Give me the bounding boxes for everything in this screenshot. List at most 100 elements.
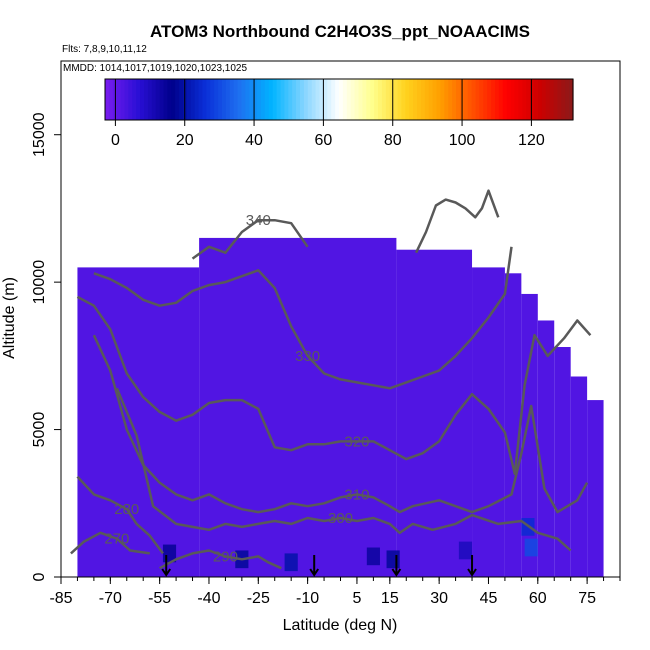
colorbar-band	[393, 79, 399, 120]
colorbar-band	[245, 79, 250, 120]
colorbar-band	[526, 79, 531, 120]
colorbar-band	[483, 79, 488, 120]
colorbar: 0 20 40 60 80 100 120	[104, 78, 574, 149]
colorbar-band	[530, 79, 535, 120]
colorbar-band	[303, 79, 309, 120]
x-tick-label: 75	[578, 590, 596, 607]
x-tick-label: -40	[197, 590, 220, 607]
colorbar-band	[362, 79, 367, 120]
colorbar-band	[323, 79, 328, 120]
colorbar-band	[424, 79, 430, 120]
colorbar-band	[210, 79, 215, 120]
flight-markers	[161, 555, 477, 577]
dates-label: MMDD: 1014,1017,1019,1020,1023,1025	[63, 63, 247, 74]
colorbar-band	[132, 79, 137, 120]
heatmap-cell-high	[366, 547, 380, 566]
x-tick-label: -55	[148, 590, 171, 607]
colorbar-band	[237, 79, 243, 120]
theta-contour-line	[115, 387, 572, 552]
colorbar-band	[335, 79, 340, 120]
y-axis: 0 5000 10000 15000	[31, 61, 62, 581]
colorbar-band	[264, 79, 270, 120]
colorbar-band	[194, 79, 200, 120]
theta-contour-line	[191, 218, 309, 260]
colorbar-band	[498, 79, 504, 120]
colorbar-band	[467, 79, 473, 120]
colorbar-band	[288, 79, 293, 120]
colorbar-band	[179, 79, 184, 120]
heatmap-cell	[554, 347, 571, 577]
colorbar-band	[268, 79, 274, 120]
y-tick-label: 5000	[31, 412, 48, 448]
colorbar-band	[311, 79, 317, 120]
colorbar-band	[292, 79, 297, 120]
colorbar-band	[487, 79, 492, 120]
colorbar-band	[569, 79, 574, 120]
colorbar-band	[534, 79, 539, 120]
colorbar-band	[151, 79, 157, 120]
colorbar-tick-label: 120	[518, 132, 545, 149]
flight-marker-arrow	[161, 555, 172, 577]
colorbar-band	[358, 79, 363, 120]
colorbar-band	[506, 79, 512, 120]
colorbar-tick-label: 60	[315, 132, 333, 149]
colorbar-band	[545, 79, 551, 120]
x-tick-label: 45	[480, 590, 498, 607]
colorbar-band	[475, 79, 480, 120]
heatmap-cell-high	[284, 553, 298, 572]
colorbar-band	[417, 79, 422, 120]
x-tick-label: 30	[430, 590, 448, 607]
colorbar-band	[120, 79, 126, 120]
colorbar-band	[331, 79, 336, 120]
colorbar-band	[171, 79, 176, 120]
flight-marker-arrow	[467, 555, 477, 577]
colorbar-band	[206, 79, 211, 120]
colorbar-band	[452, 79, 457, 120]
flights-label: Flts: 7,8,9,10,11,12	[62, 44, 147, 55]
colorbar-band	[502, 79, 508, 120]
colorbar-band	[370, 79, 375, 120]
theta-contour-line	[76, 295, 592, 476]
colorbar-band	[190, 79, 196, 120]
colorbar-band	[448, 79, 453, 120]
colorbar-band	[510, 79, 516, 120]
colorbar-band	[147, 79, 153, 120]
colorbar-band	[420, 79, 426, 120]
heatmap-cell	[504, 273, 522, 577]
colorbar-band	[202, 79, 207, 120]
colorbar-tick-label: 80	[384, 132, 402, 149]
colorbar-band	[350, 79, 356, 120]
colorbar-band	[257, 79, 262, 120]
colorbar-band	[186, 79, 192, 120]
colorbar-tick-label: 20	[176, 132, 194, 149]
colorbar-band	[428, 79, 434, 120]
colorbar-tick-label: 40	[245, 132, 263, 149]
colorbar-band	[198, 79, 204, 120]
colorbar-band	[401, 79, 406, 120]
heatmap-cell	[472, 267, 505, 577]
x-axis-label: Latitude (deg N)	[283, 617, 398, 634]
flight-marker-arrow	[391, 555, 402, 577]
colorbar-band	[272, 79, 278, 120]
colorbar-band	[124, 79, 129, 120]
flight-marker-arrow	[309, 555, 320, 577]
x-axis: -85 -70 -55 -40 -25 -10 5 15 30 45 60 75	[49, 576, 621, 607]
colorbar-band	[222, 79, 227, 120]
x-tick-label: 60	[529, 590, 547, 607]
colorbar-band	[479, 79, 484, 120]
colorbar-band	[140, 79, 145, 120]
colorbar-band	[432, 79, 438, 120]
colorbar-band	[366, 79, 371, 120]
colorbar-band	[214, 79, 219, 120]
heatmap-cell	[587, 400, 604, 577]
colorbar-band	[397, 79, 402, 120]
colorbar-band	[261, 79, 266, 120]
theta-contours: 270 280 290 300 310 320 330 340	[70, 189, 592, 570]
contour-label: 340	[246, 212, 271, 229]
colorbar-band	[565, 79, 570, 120]
colorbar-band	[471, 79, 477, 120]
heatmap-cell-high	[458, 541, 473, 560]
colorbar-band	[307, 79, 313, 120]
colorbar-band	[405, 79, 410, 120]
